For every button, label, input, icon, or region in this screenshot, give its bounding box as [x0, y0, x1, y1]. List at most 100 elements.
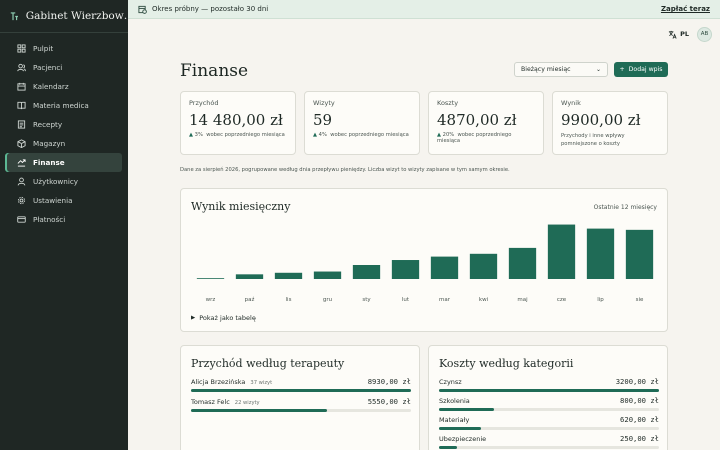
trial-banner-text: Okres próbny — pozostało 30 dni: [152, 5, 269, 13]
cost-value: 250,00 zł: [620, 434, 659, 443]
user-icon: [17, 177, 26, 186]
kpi-row: Przychód 14 480,00 zł ▲ 3% wobec poprzed…: [180, 91, 668, 155]
kpi-change: ▲ 20% wobec poprzedniego miesiąca: [437, 132, 535, 144]
costs-by-category-card: Koszty według kategorii Czynsz 3200,00 z…: [428, 345, 668, 450]
period-select[interactable]: Bieżący miesiąc ⌄: [514, 62, 608, 77]
progress-fill: [191, 409, 328, 412]
bar-sie[interactable]: [625, 229, 654, 279]
sidebar-item-pacjenci[interactable]: Pacjenci: [5, 58, 122, 77]
kpi-note: Przychody i inne wpływy pomniejszone o k…: [561, 133, 625, 147]
revenue-by-therapist-card: Przychód według terapeuty Alicja Brzeziń…: [180, 345, 420, 450]
cost-row: Ubezpieczenie 250,00 zł: [439, 434, 659, 449]
cost-category: Ubezpieczenie: [439, 435, 487, 443]
show-table-label: Pokaż jako tabelę: [199, 314, 256, 322]
x-tick-label: lis: [286, 297, 292, 303]
bar-wrz[interactable]: [196, 278, 225, 279]
calendar-icon: [17, 82, 26, 91]
sidebar-item-platnosci[interactable]: Płatności: [5, 210, 122, 229]
bar-lut[interactable]: [391, 260, 420, 279]
language-switcher[interactable]: PL: [668, 30, 689, 39]
bar-lis[interactable]: [274, 272, 303, 279]
sidebar-item-uzytkownicy[interactable]: Użytkownicy: [5, 172, 122, 191]
language-code: PL: [680, 30, 689, 38]
sidebar-item-label: Ustawienia: [33, 196, 73, 205]
box-icon: [17, 139, 26, 148]
cost-row: Czynsz 3200,00 zł: [439, 377, 659, 392]
kpi-value: 4870,00 zł: [437, 111, 517, 129]
brand[interactable]: Gabinet Wierzbow…: [0, 0, 128, 33]
progress-fill: [191, 389, 411, 392]
bar-lip[interactable]: [586, 228, 615, 279]
therapist-revenue: 8930,00 zł: [367, 377, 411, 386]
progress-track: [439, 427, 659, 430]
kpi-label: Wynik: [561, 99, 581, 107]
sidebar-item-kalendarz[interactable]: Kalendarz: [5, 77, 122, 96]
cost-value: 620,00 zł: [620, 415, 659, 424]
kpi-label: Wizyty: [313, 99, 335, 107]
x-tick-label: cze: [557, 297, 567, 303]
avatar[interactable]: AB: [697, 26, 712, 42]
kpi-value: 9900,00 zł: [561, 111, 641, 129]
bar-mar[interactable]: [430, 256, 459, 279]
kpi-label: Przychód: [189, 99, 219, 107]
sidebar-item-label: Kalendarz: [33, 82, 69, 91]
kpi-label: Koszty: [437, 99, 459, 107]
calendar-clock-icon: [138, 5, 147, 14]
x-tick-label: lip: [597, 297, 604, 303]
add-entry-label: Dodaj wpis: [628, 66, 663, 73]
sidebar-item-recepty[interactable]: Recepty: [5, 115, 122, 134]
sidebar-item-materia-medica[interactable]: Materia medica: [5, 96, 122, 115]
kpi-change: ▲ 4% wobec poprzedniego miesiąca: [313, 132, 411, 138]
therapist-row: Tomasz Felc 22 wizyty 5550,00 zł: [191, 397, 411, 412]
page-title: Finanse: [180, 61, 249, 81]
arrow-up-icon: ▲: [437, 132, 441, 138]
app-name: Gabinet Wierzbow…: [25, 10, 128, 22]
progress-fill: [439, 389, 659, 392]
progress-fill: [439, 427, 481, 430]
sidebar-item-finanse[interactable]: Finanse: [5, 153, 122, 172]
pay-now-link[interactable]: Zapłać teraz: [660, 5, 710, 13]
sidebar-item-label: Pulpit: [33, 44, 54, 53]
sidebar-item-pulpit[interactable]: Pulpit: [5, 39, 122, 58]
kpi-change-text: wobec poprzedniego miesiąca: [206, 132, 285, 138]
prescription-icon: [17, 120, 26, 129]
sidebar-item-ustawienia[interactable]: Ustawienia: [5, 191, 122, 210]
sidebar-item-label: Magazyn: [33, 139, 66, 148]
therapist-name: Alicja Brzezińska: [191, 378, 246, 386]
progress-fill: [439, 446, 457, 449]
x-tick-label: mar: [439, 297, 451, 303]
cost-value: 3200,00 zł: [615, 377, 659, 386]
therapist-revenue: 5550,00 zł: [367, 397, 411, 406]
therapist-visits: 22 wizyty: [234, 400, 260, 406]
sidebar-item-label: Pacjenci: [33, 63, 63, 72]
sidebar-item-label: Płatności: [33, 215, 66, 224]
bar-gru[interactable]: [313, 271, 342, 279]
bar-maj[interactable]: [508, 247, 537, 279]
kpi-change-text: wobec poprzedniego miesiąca: [437, 132, 512, 144]
sidebar-item-label: Materia medica: [33, 101, 89, 110]
caret-right-icon: ▶: [191, 315, 196, 321]
chart-range: Ostatnie 12 miesięcy: [593, 204, 657, 211]
cost-row: Szkolenia 800,00 zł: [439, 396, 659, 411]
show-table-toggle[interactable]: ▶ Pokaż jako tabelę: [191, 314, 256, 322]
add-entry-button[interactable]: + Dodaj wpis: [614, 62, 668, 77]
bar-paź[interactable]: [235, 274, 264, 279]
kpi-value: 14 480,00 zł: [189, 111, 283, 129]
kpi-change: ▲ 3% wobec poprzedniego miesiąca: [189, 132, 287, 138]
x-tick-label: kwi: [479, 297, 489, 303]
bar-kwi[interactable]: [469, 253, 498, 279]
progress-fill: [439, 408, 494, 411]
x-tick-label: sie: [636, 297, 644, 303]
progress-track: [439, 408, 659, 411]
therapist-row: Alicja Brzezińska 37 wizyt 8930,00 zł: [191, 377, 411, 392]
progress-track: [439, 446, 659, 449]
period-description: Dane za sierpień 2026, pogrupowane wedłu…: [180, 167, 510, 173]
kpi-card-revenue: Przychód 14 480,00 zł ▲ 3% wobec poprzed…: [180, 91, 296, 155]
therapist-name: Tomasz Felc: [191, 398, 230, 406]
kpi-change-value: 4%: [318, 132, 327, 138]
sidebar-item-magazyn[interactable]: Magazyn: [5, 134, 122, 153]
sidebar-item-label: Finanse: [33, 158, 65, 167]
sidebar-nav: Pulpit Pacjenci Kalendarz Materia medica…: [0, 33, 128, 229]
bar-sty[interactable]: [352, 265, 381, 279]
bar-cze[interactable]: [547, 224, 576, 279]
